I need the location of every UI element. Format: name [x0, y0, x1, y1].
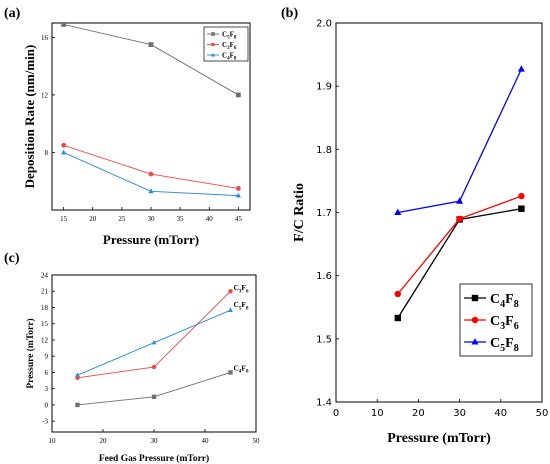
y-tick-label: 1.6	[316, 271, 332, 282]
x-tick-label: 30	[148, 215, 156, 223]
panel-label-b: (b)	[281, 6, 298, 21]
x-tick-label: 50	[536, 408, 549, 419]
series-line-C3F6	[63, 144, 239, 189]
data-point-C5F8	[151, 340, 157, 345]
legend-marker-C3F6	[211, 42, 215, 47]
data-point-C3F6	[235, 186, 241, 191]
x-tick-label: 40	[494, 408, 507, 419]
data-point-C5F8	[235, 92, 241, 98]
x-tick-label: 40	[206, 215, 214, 223]
y-tick-label: 8	[45, 149, 49, 157]
data-point-C4F8	[148, 188, 154, 194]
data-point-C4F8	[235, 192, 241, 198]
x-tick-label: 15	[60, 215, 68, 223]
x-tick-label: 20	[89, 215, 97, 223]
legend-label-C3F6: C3F6	[222, 41, 237, 51]
y-tick-label: 1.4	[316, 398, 332, 409]
x-axis-label: Pressure (mTorr)	[387, 431, 491, 446]
y-tick-label: 3	[45, 385, 49, 393]
x-axis-label: Feed Gas Pressure (mTorr)	[99, 453, 209, 464]
data-point-C5F8	[228, 307, 233, 312]
end-label-C5F8: C5F8	[234, 300, 250, 311]
y-tick-label: 24	[41, 271, 49, 279]
panel-label-a: (a)	[4, 6, 21, 21]
data-point-C3F6	[518, 192, 525, 200]
legend-marker-C5F8	[471, 338, 479, 345]
data-point-C5F8	[148, 42, 154, 47]
data-point-C3F6	[394, 290, 401, 298]
data-point-C3F6	[456, 215, 463, 223]
x-tick-label: 45	[235, 215, 243, 223]
data-point-C5F8	[456, 197, 464, 204]
y-tick-label: 2.0	[316, 19, 332, 30]
legend-marker-C3F6	[471, 316, 479, 324]
y-tick-label: 9	[45, 353, 49, 361]
y-tick-label: 12	[41, 336, 49, 344]
legend-marker-C5F8	[211, 32, 215, 36]
x-tick-label: 20	[412, 408, 425, 419]
data-point-C4F8	[75, 402, 80, 408]
y-tick-label: 12	[41, 91, 49, 99]
panel-label-c: (c)	[4, 251, 20, 266]
y-tick-label: 1.7	[316, 208, 332, 219]
data-point-C4F8	[394, 314, 401, 322]
y-axis-label: F/C Ratio	[292, 183, 307, 242]
x-tick-label: 20	[100, 437, 108, 445]
y-tick-label: 21	[41, 288, 49, 296]
y-tick-label: 16	[41, 34, 49, 42]
y-tick-label: -3	[42, 418, 48, 426]
x-tick-label: 0	[333, 408, 339, 419]
legend-label-C4F8: C4F8	[490, 292, 519, 310]
x-tick-label: 25	[118, 215, 126, 223]
data-point-C5F8	[517, 65, 525, 72]
data-point-C4F8	[151, 394, 157, 400]
x-tick-label: 50	[253, 437, 261, 445]
y-axis-label: Pressure (mTorr)	[25, 318, 36, 388]
x-axis-label: Pressure (mTorr)	[103, 232, 199, 247]
y-tick-label: 15	[41, 320, 49, 328]
x-tick-label: 35	[177, 215, 185, 223]
series-line-C3F6	[397, 195, 522, 295]
plot-frame	[51, 274, 257, 433]
data-point-C4F8	[228, 370, 233, 375]
data-point-C3F6	[228, 289, 233, 294]
series-line-C5F8	[397, 68, 522, 214]
y-tick-label: 1.5	[316, 334, 332, 345]
y-tick-label: 0	[45, 401, 49, 409]
legend-marker-C4F8	[471, 294, 479, 302]
x-tick-label: 40	[202, 437, 210, 445]
x-tick-label: 30	[453, 408, 466, 419]
chart-a: 15 20 25 30 35 40 45 8 12 16 Pressure (mTorr) Depos…	[22, 22, 251, 247]
chart-b: 0 10 20 30 40 50 1.4 1.5 1.6 1.7 1.8 1.9 2.0 Pressure…	[292, 19, 548, 447]
y-axis-label: Deposition Rate (nm/min)	[22, 45, 37, 189]
data-point-C4F8	[518, 205, 525, 212]
data-point-C5F8	[75, 372, 80, 377]
legend-label-C4F8: C4F8	[222, 52, 237, 62]
legend-label-C5F8: C5F8	[490, 336, 519, 354]
x-tick-label: 10	[371, 408, 384, 419]
y-tick-label: 1.8	[316, 145, 332, 156]
legend-label-C5F8: C5F8	[222, 31, 237, 41]
y-tick-label: 18	[41, 304, 49, 312]
y-tick-label: 6	[45, 369, 49, 377]
x-tick-label: 30	[151, 437, 159, 445]
end-label-C3F6: C3F6	[234, 283, 250, 294]
series-line-C4F8	[77, 372, 231, 406]
chart-c: 10 20 30 40 50 -3 0 3 6 9 12 15 18 21 24 Feed Gas Press…	[25, 271, 260, 464]
legend-label-C3F6: C3F6	[490, 314, 519, 332]
end-label-C4F8: C4F8	[234, 363, 250, 374]
data-point-C3F6	[61, 142, 67, 148]
legend-marker-C4F8	[211, 52, 215, 57]
data-point-C3F6	[148, 171, 154, 177]
data-point-C5F8	[394, 208, 402, 216]
data-point-C3F6	[151, 364, 157, 370]
data-point-C4F8	[61, 149, 67, 155]
data-point-C5F8	[61, 22, 67, 27]
x-tick-label: 10	[49, 437, 57, 445]
y-tick-label: 1.9	[316, 82, 332, 93]
